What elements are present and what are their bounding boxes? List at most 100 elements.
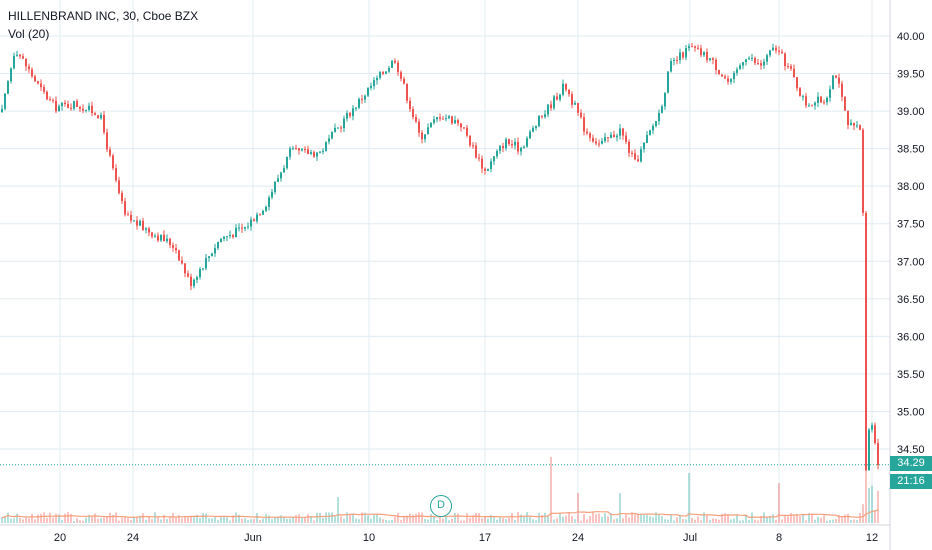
volume-bar xyxy=(202,513,204,523)
candle-body xyxy=(589,133,591,138)
candle-body xyxy=(358,98,360,108)
volume-bar xyxy=(274,517,276,523)
candle-body xyxy=(781,51,783,54)
volume-bar xyxy=(637,514,639,523)
volume-bar xyxy=(877,490,879,523)
volume-bar xyxy=(400,520,402,523)
volume-bar xyxy=(775,519,777,523)
candle-body xyxy=(469,135,471,146)
price-tick-label: 37.00 xyxy=(897,256,925,268)
candle-body xyxy=(529,131,531,139)
candle-body xyxy=(316,152,318,157)
volume-bar xyxy=(781,519,783,523)
volume-bar xyxy=(364,512,366,523)
candle-body xyxy=(730,79,732,82)
volume-bar xyxy=(310,515,312,523)
time-tick-label: Jun xyxy=(244,532,262,544)
volume-bar xyxy=(481,518,483,523)
candle-body xyxy=(52,99,54,101)
candle-body xyxy=(640,149,642,162)
candle-body xyxy=(691,46,693,48)
volume-bar xyxy=(733,518,735,523)
volume-bar xyxy=(343,518,345,523)
volume-bar xyxy=(544,512,546,523)
candle-body xyxy=(82,108,84,111)
volume-bar xyxy=(502,517,504,523)
candle-body xyxy=(775,47,777,51)
candle-body xyxy=(556,96,558,100)
candle-body xyxy=(427,127,429,135)
candle-body xyxy=(652,125,654,131)
candle-body xyxy=(757,62,759,64)
volume-bar xyxy=(709,519,711,523)
symbol-legend[interactable]: HILLENBRAND INC, 30, Cboe BZX xyxy=(8,9,199,23)
volume-bar xyxy=(265,514,267,523)
candle-body xyxy=(595,141,597,144)
volume-bar xyxy=(520,514,522,523)
candle-body xyxy=(583,117,585,132)
volume-bar xyxy=(262,518,264,523)
candle-body xyxy=(154,235,156,237)
volume-bar xyxy=(403,517,405,523)
price-axis: 35.00 35.50 36.00 36.50 37.00 37.50 38.00 38.50… xyxy=(897,31,925,456)
candle-body xyxy=(658,112,660,122)
volume-bar xyxy=(724,513,726,523)
candle-body xyxy=(229,235,231,237)
volume-bar xyxy=(217,520,219,523)
volume-bar xyxy=(841,517,843,523)
volume-bar xyxy=(253,519,255,523)
volume-bar xyxy=(598,513,600,523)
volume-bar xyxy=(337,497,339,523)
candle-body xyxy=(322,151,324,153)
volume-bar xyxy=(808,513,810,523)
volume-bar xyxy=(319,512,321,523)
volume-bar xyxy=(355,518,357,523)
volume-bar xyxy=(565,515,567,523)
candle-body xyxy=(499,146,501,151)
volume-bar xyxy=(562,516,564,523)
candle-body xyxy=(697,47,699,49)
candle-body xyxy=(727,78,729,82)
volume-bar xyxy=(577,493,579,523)
candle-body xyxy=(571,94,573,105)
dividend-marker[interactable]: D xyxy=(430,495,452,517)
candle-body xyxy=(847,110,849,126)
candle-body xyxy=(319,151,321,153)
candle-body xyxy=(349,113,351,117)
volume-bar xyxy=(757,520,759,523)
candle-body xyxy=(142,220,144,230)
volume-bar xyxy=(268,515,270,523)
candle-body xyxy=(46,91,48,100)
volume-bar xyxy=(277,516,279,523)
symbol-name: HILLENBRAND INC xyxy=(8,9,117,23)
candle-body xyxy=(559,94,561,100)
volume-bar xyxy=(625,513,627,523)
volume-bar xyxy=(379,517,381,523)
candle-body xyxy=(106,132,108,150)
volume-bar xyxy=(670,514,672,523)
volume-bar xyxy=(247,520,249,523)
volume-bar xyxy=(646,514,648,523)
candle-body xyxy=(211,253,213,257)
volume-bar xyxy=(811,513,813,523)
volume-bar xyxy=(184,515,186,523)
candle-body xyxy=(472,145,474,147)
volume-bar xyxy=(292,516,294,523)
volume-bar xyxy=(316,512,318,523)
candle-body xyxy=(787,66,789,68)
volume-bar xyxy=(136,516,138,523)
volume-bar xyxy=(853,519,855,523)
volume-bar xyxy=(862,504,864,523)
candle-body xyxy=(382,71,384,74)
volume-legend[interactable]: Vol (20) xyxy=(8,27,49,41)
volume-bar xyxy=(538,512,540,523)
candle-body xyxy=(481,158,483,169)
volume-bar xyxy=(787,516,789,523)
volume-bar xyxy=(298,514,300,523)
candle-body xyxy=(574,103,576,105)
volume-bar xyxy=(304,517,306,523)
candle-body xyxy=(337,127,339,129)
candle-body xyxy=(184,263,186,274)
volume-bar xyxy=(280,515,282,523)
